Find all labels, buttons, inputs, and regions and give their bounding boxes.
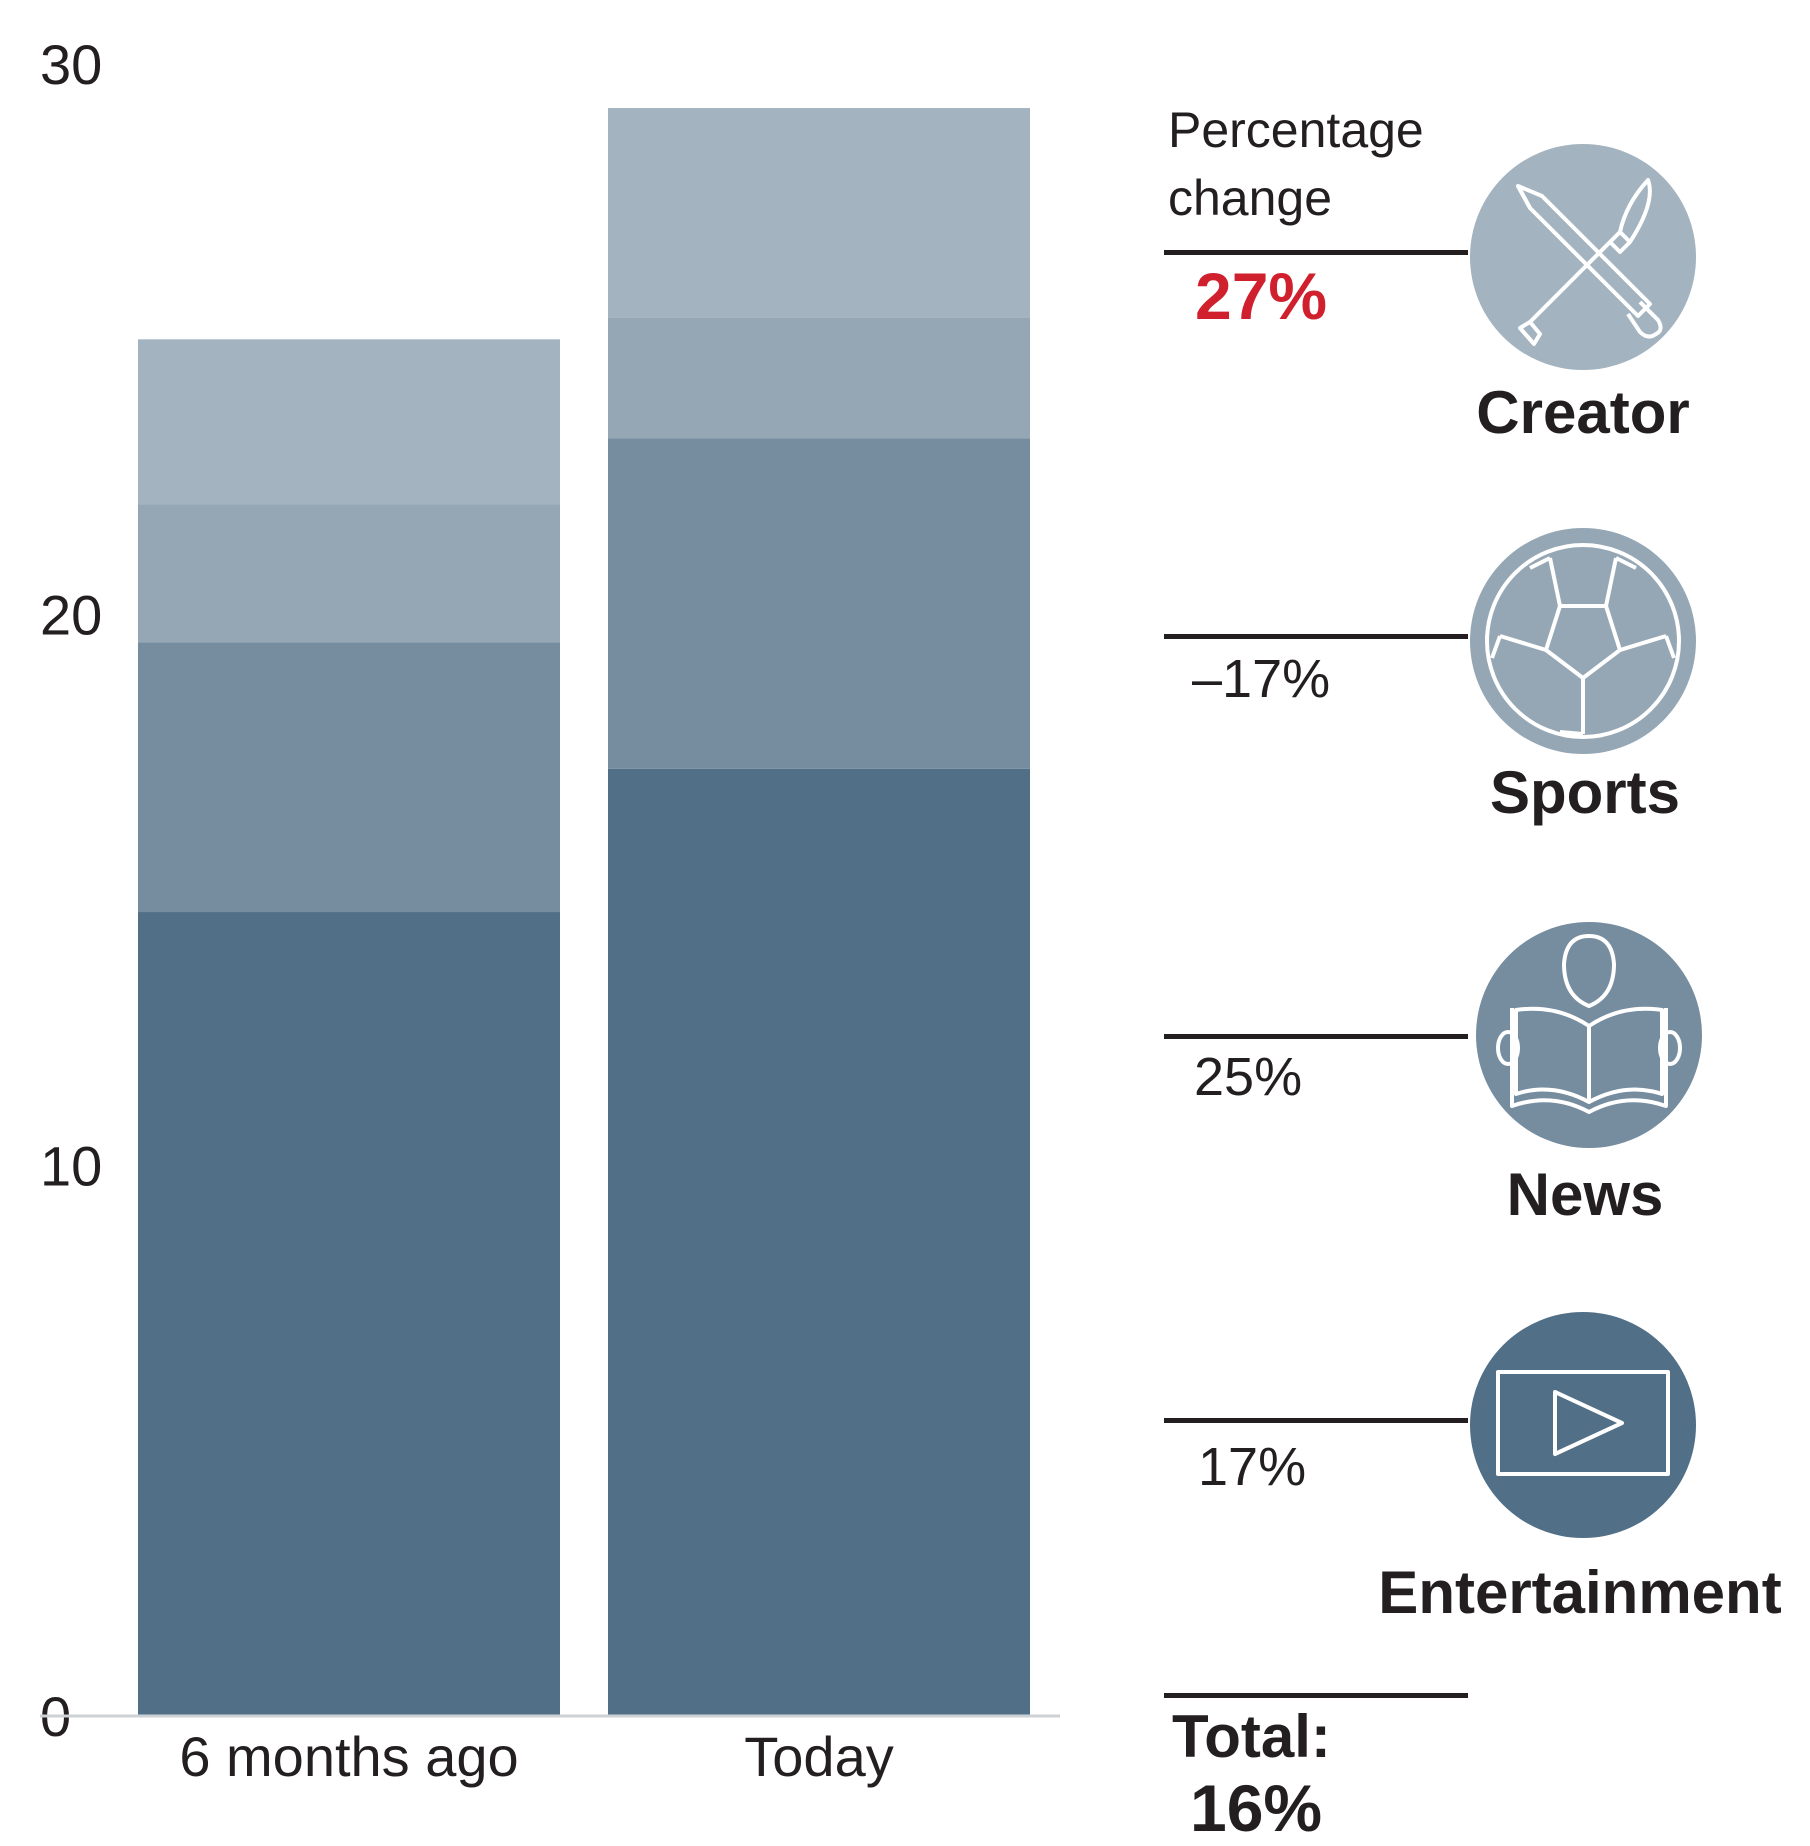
person-reading-newspaper-icon [1476, 922, 1702, 1148]
legend-change-creator: 27% [1195, 259, 1328, 333]
x-tick-label: 6 months ago [179, 1725, 518, 1788]
bar-segment-sports [608, 317, 1030, 439]
legend-header: Percentage change [1168, 96, 1424, 232]
bar-segment-creator [138, 339, 560, 505]
x-tick-label: Today [744, 1725, 893, 1788]
bar-segment-news [138, 642, 560, 913]
bar-segment-entertainment [608, 768, 1030, 1716]
paintbrush-pencil-icon [1470, 144, 1696, 370]
bar-segment-sports [138, 504, 560, 643]
y-tick-label: 10 [40, 1134, 102, 1197]
x-axis-labels: 6 months ago Today [179, 1725, 893, 1788]
bar-segment-entertainment [138, 912, 560, 1716]
y-tick-label: 30 [40, 33, 102, 96]
legend-label-sports: Sports [1489, 759, 1681, 826]
legend-label-news: News [1506, 1161, 1664, 1228]
legend-label-entertainment: Entertainment [1378, 1559, 1782, 1626]
legend-rule-total [1164, 1693, 1468, 1698]
legend-change-entertainment: 17% [1198, 1437, 1307, 1497]
legend-header-line2: change [1168, 170, 1333, 226]
bar-segment-news [608, 438, 1030, 769]
legend-rule-news [1164, 1034, 1468, 1039]
y-tick-label: 20 [40, 584, 102, 647]
legend-rule-entertainment [1164, 1418, 1468, 1423]
total-value: 16% [1190, 1771, 1323, 1845]
legend-header-line1: Percentage [1168, 102, 1424, 158]
legend-rule-sports [1164, 634, 1468, 639]
legend-label-creator: Creator [1476, 379, 1690, 446]
legend-rule-creator [1164, 250, 1468, 255]
total-label: Total: [1172, 1703, 1331, 1770]
legend-change-sports: –17% [1192, 649, 1331, 709]
bar-segment-creator [608, 108, 1030, 318]
soccer-ball-icon [1470, 528, 1696, 754]
legend-change-news: 25% [1194, 1047, 1303, 1107]
legend-panel: Percentage change 27% Creator –17% [1160, 0, 1810, 1846]
video-play-icon [1470, 1312, 1696, 1538]
bars [138, 108, 1030, 1716]
